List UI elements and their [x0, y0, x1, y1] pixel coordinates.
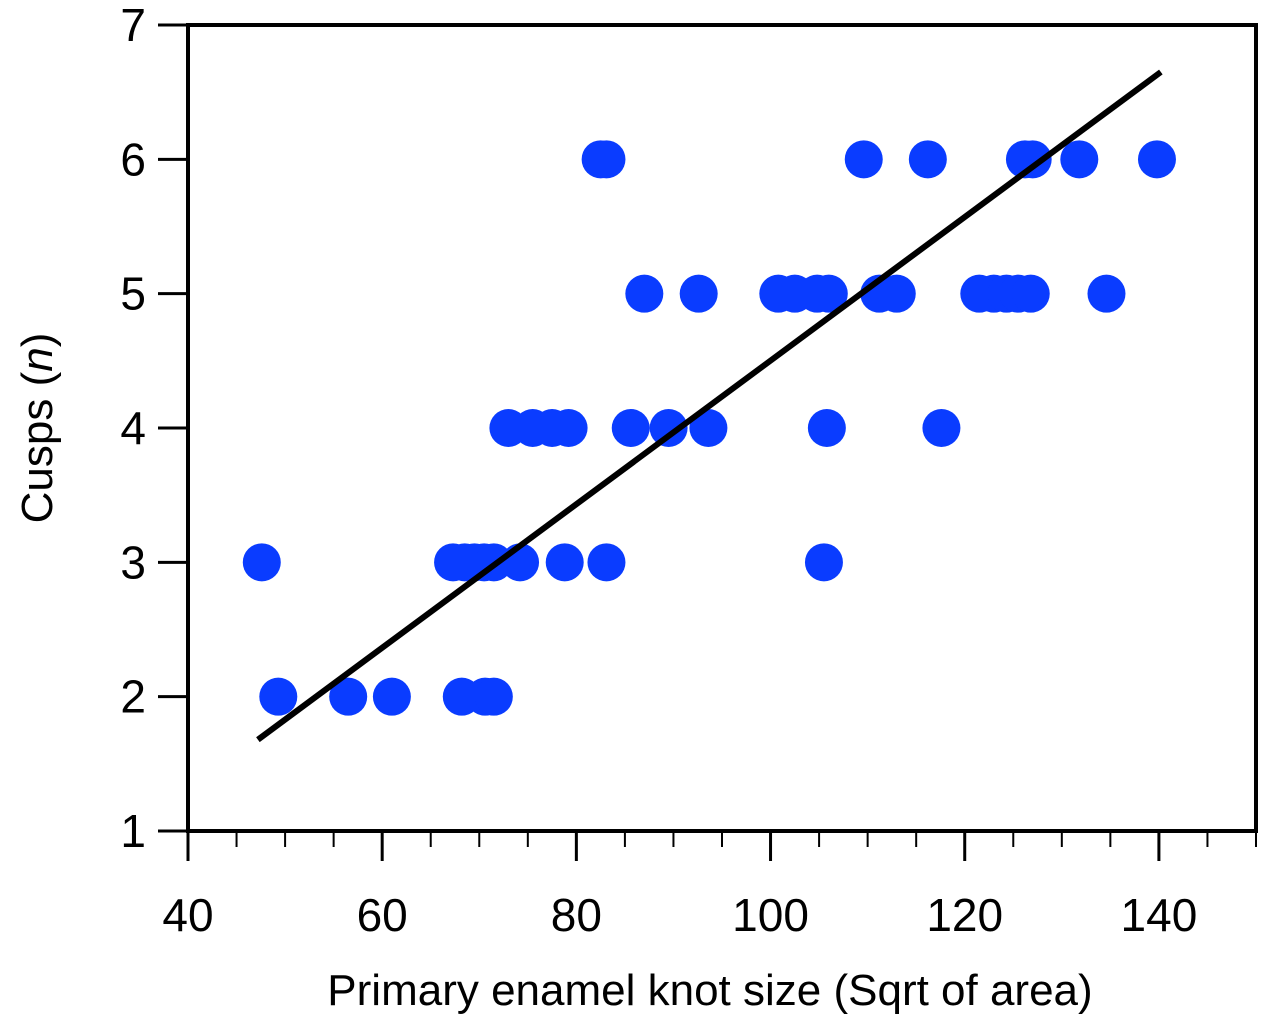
y-tick-label: 2 [120, 671, 146, 723]
x-axis-title: Primary enamel knot size (Sqrt of area) [327, 966, 1092, 1015]
y-tick-label: 7 [120, 0, 146, 51]
y-tick-label: 5 [120, 268, 146, 320]
data-point [922, 409, 961, 447]
data-point [549, 409, 588, 447]
x-tick-label: 100 [732, 889, 809, 941]
x-tick-label: 80 [551, 889, 602, 941]
data-point [587, 140, 626, 179]
data-point [877, 274, 916, 313]
data-point [804, 543, 843, 582]
data-point [587, 543, 626, 582]
data-point [649, 409, 688, 447]
data-point [1137, 140, 1176, 179]
y-axis-title-end: ) [13, 333, 62, 348]
y-tick-label: 3 [120, 536, 146, 588]
y-axis-title-main: Cusps ( [13, 371, 62, 523]
x-tick-label: 140 [1121, 889, 1198, 941]
data-point [844, 140, 883, 179]
data-point [242, 543, 281, 582]
data-point [689, 409, 728, 447]
x-tick-label: 60 [357, 889, 408, 941]
regression-line [256, 69, 1163, 743]
data-point [372, 677, 411, 716]
data-point [1013, 140, 1052, 179]
data-point [807, 409, 846, 447]
y-tick-label: 6 [120, 133, 146, 185]
y-tick-label: 4 [120, 402, 146, 454]
y-axis-title: Cusps (n) [13, 333, 62, 524]
data-point [1060, 140, 1099, 179]
x-tick-label: 40 [162, 889, 213, 941]
y-tick-label: 1 [120, 805, 146, 857]
data-point [908, 140, 947, 179]
data-point [809, 274, 848, 313]
x-tick-label: 120 [926, 889, 1003, 941]
y-axis-title-variable: n [13, 347, 62, 371]
data-point [329, 677, 368, 716]
data-point [545, 543, 584, 582]
data-point [611, 409, 650, 447]
data-point [1087, 274, 1126, 313]
data-point [679, 274, 718, 313]
data-point [625, 274, 664, 313]
data-point [1011, 274, 1050, 313]
data-point [474, 677, 513, 716]
data-point [259, 677, 298, 716]
